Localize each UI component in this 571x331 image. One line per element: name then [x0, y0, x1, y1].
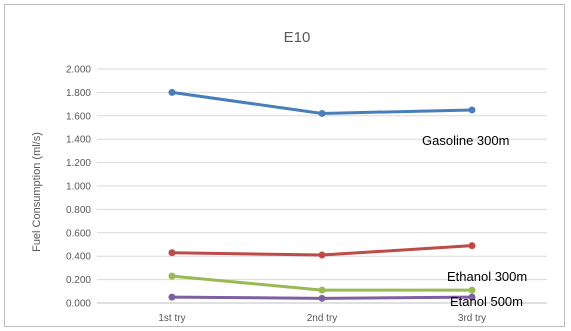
series-label: Etanol 500m — [450, 294, 523, 309]
y-tick-label: 1.800 — [66, 88, 91, 99]
x-tick-label: 3rd try — [458, 313, 486, 324]
series-label: Ethanol 300m — [447, 269, 527, 284]
series — [168, 88, 476, 117]
series — [168, 293, 476, 302]
y-tick-label: 1.600 — [66, 111, 91, 122]
y-tick-label: 0.200 — [66, 275, 91, 286]
data-point — [468, 242, 476, 250]
series-lines — [168, 88, 476, 302]
y-tick-label: 0.800 — [66, 205, 91, 216]
x-axis-ticks: 1st try 2nd try 3rd try — [158, 313, 486, 324]
chart-title: E10 — [284, 29, 311, 46]
y-tick-label: 1.400 — [66, 135, 91, 146]
y-tick-label: 1.000 — [66, 182, 91, 193]
data-point — [318, 286, 326, 294]
y-tick-label: 0.400 — [66, 252, 91, 263]
series-label: Gasoline 300m — [422, 133, 509, 148]
y-tick-label: 0.000 — [66, 299, 91, 310]
data-point — [168, 272, 176, 280]
x-tick-label: 1st try — [158, 313, 185, 324]
y-tick-label: 1.200 — [66, 158, 91, 169]
data-point — [318, 251, 326, 259]
gridlines — [97, 68, 547, 304]
data-point — [468, 293, 476, 301]
data-point — [168, 88, 176, 96]
data-point — [168, 293, 176, 301]
y-axis-ticks: 0.000 0.200 0.400 0.600 0.800 1.000 1.200 1.400… — [66, 65, 91, 310]
x-tick-label: 2nd try — [307, 313, 338, 324]
y-tick-label: 0.600 — [66, 228, 91, 239]
chart-frame: E10 0.000 0.200 0.400 0.600 0.800 1.000 1.200 1… — [4, 4, 565, 327]
line-chart: E10 0.000 0.200 0.400 0.600 0.800 1.000 1.200 1… — [31, 29, 547, 324]
y-tick-label: 2.000 — [66, 65, 91, 76]
series — [168, 242, 476, 259]
y-axis-title: Fuel Consumption (ml/s) — [31, 132, 43, 252]
data-point — [468, 286, 476, 294]
series-labels: Gasoline 300m Ethanol 300m Etanol 500m — [422, 133, 527, 309]
data-point — [168, 249, 176, 257]
data-point — [318, 109, 326, 117]
data-point — [468, 106, 476, 114]
series — [168, 272, 476, 294]
data-point — [318, 294, 326, 302]
